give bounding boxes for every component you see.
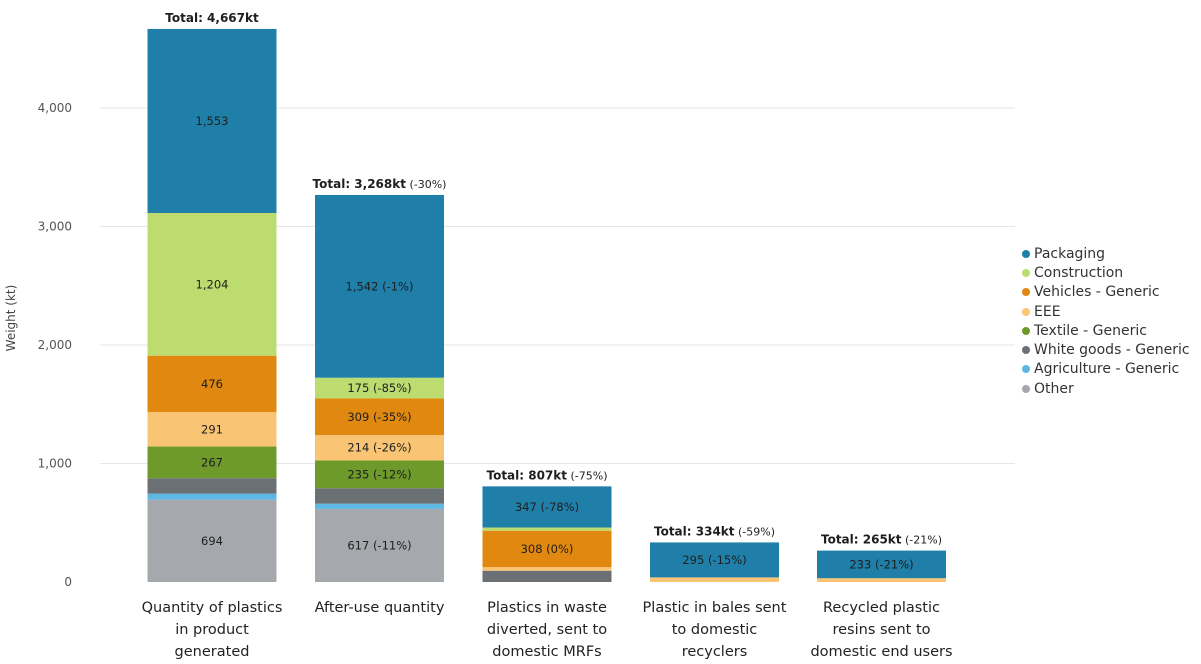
total-label: Total: 807kt (-75%) [486, 468, 607, 482]
legend-swatch [1022, 288, 1030, 297]
total-label: Total: 3,268kt (-30%) [313, 177, 447, 191]
legend-swatch [1022, 365, 1030, 374]
x-tick-label: Plastic in bales sent to domestic recycler… [643, 600, 787, 660]
x-tick-label: Quantity of plastics in product generated [142, 600, 283, 660]
y-tick-label: 1,000 [38, 457, 72, 471]
legend-label: Vehicles - Generic [1034, 284, 1160, 301]
bar-segment [482, 527, 612, 531]
legend-label: Construction [1034, 264, 1124, 281]
data-label: 175 (-85%) [347, 381, 411, 395]
bar-segment [315, 460, 444, 489]
bar-segment [482, 570, 612, 582]
legend-item: Agriculture - Generic [1022, 360, 1190, 379]
data-label: 308 (0%) [521, 542, 574, 556]
bar-segment [482, 530, 612, 568]
y-tick-label: 4,000 [38, 101, 72, 115]
data-label: 291 [201, 422, 223, 436]
data-label: 617 (-11%) [347, 538, 411, 552]
bar-segment [650, 577, 779, 582]
bar-segment [315, 488, 444, 504]
bar-segment [315, 377, 444, 399]
data-label: 233 (-21%) [849, 557, 913, 571]
bar-segment [315, 194, 444, 378]
legend-item: White goods - Generic [1022, 340, 1190, 359]
y-axis-title: Weight (kt) [4, 284, 18, 352]
legend-item: Textile - Generic [1022, 321, 1190, 340]
bar-segment [147, 478, 277, 494]
bar-segment [315, 398, 444, 436]
legend-item: Packaging [1022, 244, 1190, 263]
x-tick-label: Recycled plastic resins sent to domestic e… [810, 600, 952, 660]
legend-swatch [1022, 249, 1030, 258]
bar-segment [315, 503, 444, 509]
total-label: Total: 4,667kt [165, 11, 259, 25]
legend-swatch [1022, 268, 1030, 277]
bar-segment [315, 508, 444, 582]
legend-item: Construction [1022, 263, 1190, 282]
bar-segment [147, 412, 277, 447]
data-label: 1,542 (-1%) [346, 279, 414, 293]
x-tick-label: Plastics in waste diverted, sent to domest… [487, 600, 607, 660]
legend-label: White goods - Generic [1034, 342, 1190, 359]
legend-item: Other [1022, 379, 1190, 398]
legend-swatch [1022, 384, 1030, 393]
legend-item: Vehicles - Generic [1022, 283, 1190, 302]
bar-segment [147, 499, 277, 582]
legend-label: Textile - Generic [1034, 322, 1147, 339]
bar-segment [147, 446, 277, 479]
data-label: 235 (-12%) [347, 467, 411, 481]
bars [147, 28, 946, 582]
bar-segment [817, 550, 946, 579]
bar-segment [650, 542, 779, 578]
bar-segment [315, 435, 444, 461]
bar-segment [482, 486, 612, 528]
x-axis: Quantity of plastics in product generated A… [142, 600, 953, 660]
bar-segment [147, 355, 277, 413]
data-label: 214 (-26%) [347, 441, 411, 455]
bar-segment [147, 493, 277, 500]
total-label: Total: 334kt (-59%) [654, 524, 775, 538]
data-label: 1,553 [196, 114, 229, 128]
data-label: 1,204 [196, 277, 229, 291]
data-label: 309 (-35%) [347, 410, 411, 424]
legend-label: Packaging [1034, 245, 1106, 262]
bar-segment [817, 578, 946, 582]
y-tick-label: 2,000 [38, 338, 72, 352]
data-label: 347 (-78%) [515, 500, 579, 514]
bar-segment [482, 567, 612, 571]
legend-label: EEE [1034, 303, 1061, 320]
data-label: 694 [201, 534, 223, 548]
legend-label: Other [1034, 380, 1074, 397]
legend: Packaging Construction Vehicles - Generic E… [1022, 244, 1190, 398]
data-labels: 694 267 291 476 1,204 1,553 617 (-11%) 235 (-12… [196, 114, 914, 571]
data-label: 295 (-15%) [682, 553, 746, 567]
legend-label: Agriculture - Generic [1034, 361, 1180, 378]
bar-segment [147, 212, 277, 356]
total-labels: Total: 4,667kt Total: 3,268kt (-30%) Total… [165, 11, 942, 547]
legend-swatch [1022, 307, 1030, 316]
legend-swatch [1022, 346, 1030, 355]
bar-segment [147, 28, 277, 213]
legend-item: EEE [1022, 302, 1190, 321]
y-tick-label: 3,000 [38, 220, 72, 234]
y-axis: 0 1,000 2,000 3,000 4,000 [38, 101, 72, 589]
total-label: Total: 265kt (-21%) [821, 533, 942, 547]
data-label: 476 [201, 377, 223, 391]
y-tick-label: 0 [64, 575, 72, 589]
legend-swatch [1022, 326, 1030, 335]
data-label: 267 [201, 455, 223, 469]
x-tick-label: After-use quantity [315, 600, 445, 616]
